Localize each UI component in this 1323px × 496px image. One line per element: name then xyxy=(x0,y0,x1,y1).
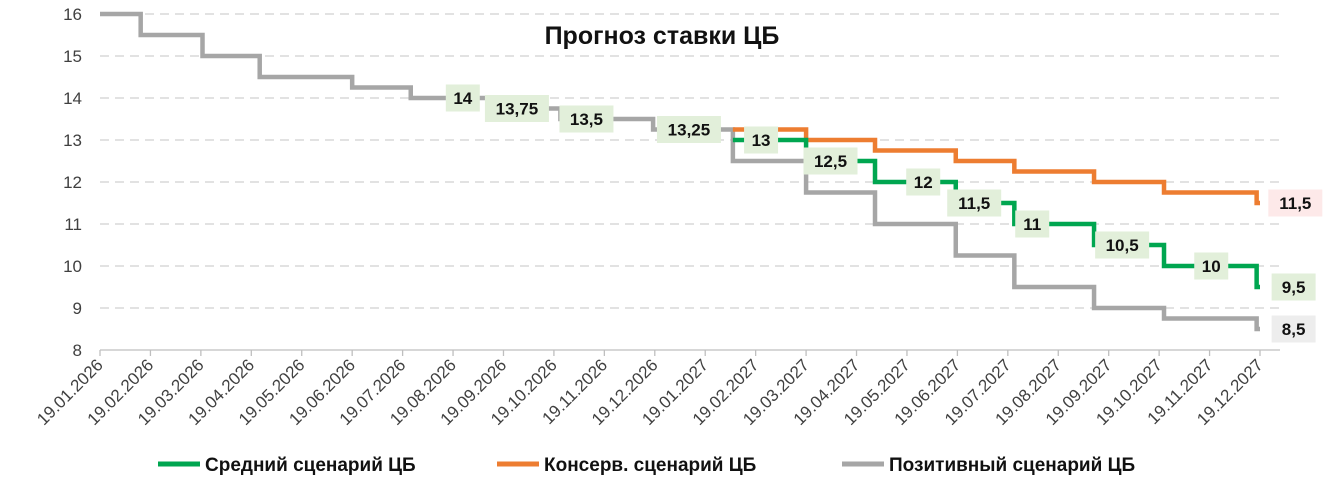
y-tick-label: 11 xyxy=(64,215,82,234)
legend: Средний сценарий ЦБ Консерв. сценарий ЦБ П… xyxy=(158,455,1135,476)
data-label-box xyxy=(1271,273,1316,301)
data-label-text: 14 xyxy=(453,89,472,108)
gridlines xyxy=(100,13,1280,309)
data-label: 12,5 xyxy=(803,147,858,175)
y-axis: 8 9 10 11 12 13 14 15 16 xyxy=(63,5,82,360)
legend-label: Позитивный сценарий ЦБ xyxy=(889,455,1135,476)
data-label: 11,5 xyxy=(947,189,1002,217)
y-tick-label: 13 xyxy=(63,131,82,150)
y-tick-label: 9 xyxy=(73,299,82,318)
y-tick-label: 15 xyxy=(63,47,82,66)
data-label-box xyxy=(906,168,941,196)
data-label: 13,25 xyxy=(656,116,721,143)
data-label: 8,5 xyxy=(1271,315,1316,343)
data-label-box xyxy=(445,84,480,112)
data-label-text: 11,5 xyxy=(958,194,990,213)
y-tick-label: 8 xyxy=(73,341,82,360)
data-label-text: 8,5 xyxy=(1282,320,1306,339)
data-label-text: 13,75 xyxy=(496,100,539,119)
y-tick-label: 16 xyxy=(63,5,82,24)
data-label-text: 11 xyxy=(1023,215,1041,234)
data-label-text: 10,5 xyxy=(1106,236,1139,255)
legend-item: Средний сценарий ЦБ xyxy=(158,455,416,476)
data-label-text: 9,5 xyxy=(1282,278,1306,297)
data-label-text: 13 xyxy=(752,131,771,150)
chart-title: Прогноз ставки ЦБ xyxy=(545,22,780,50)
data-label-box xyxy=(947,189,1002,217)
data-label: 12 xyxy=(906,168,941,196)
data-label: 13,75 xyxy=(484,95,549,122)
data-label-box xyxy=(1271,315,1316,343)
data-label-text: 13,25 xyxy=(668,121,711,140)
y-tick-label: 12 xyxy=(63,173,82,192)
data-label-text: 12 xyxy=(914,173,933,192)
data-label-text: 12,5 xyxy=(814,152,847,171)
y-tick-label: 10 xyxy=(63,257,82,276)
data-label: 11,5 xyxy=(1268,189,1323,217)
data-labels: 14 13,75 13,5 13,25 13 12,5 12 11,5 11 10,5 10 9,5 1… xyxy=(445,84,1323,343)
data-label: 9,5 xyxy=(1271,273,1316,301)
series-lines xyxy=(100,11,1260,332)
data-label-box xyxy=(559,105,614,133)
series-line xyxy=(732,127,1260,206)
data-label-box xyxy=(1095,231,1150,259)
data-label: 10,5 xyxy=(1095,231,1150,259)
y-tick-label: 14 xyxy=(63,89,82,108)
data-label: 10 xyxy=(1194,252,1229,280)
data-label-box xyxy=(1015,210,1050,238)
data-label: 13 xyxy=(744,126,779,154)
x-axis: 19.01.202619.02.202619.03.202619.04.2026… xyxy=(33,349,1280,429)
data-label-text: 11,5 xyxy=(1279,194,1311,213)
legend-item: Консерв. сценарий ЦБ xyxy=(497,455,756,476)
data-label-box xyxy=(656,116,721,143)
data-label-text: 13,5 xyxy=(570,110,603,129)
data-label: 14 xyxy=(445,84,480,112)
data-label-box xyxy=(803,147,858,175)
legend-item: Позитивный сценарий ЦБ xyxy=(842,455,1135,476)
data-label: 13,5 xyxy=(559,105,614,133)
data-label-text: 10 xyxy=(1202,257,1221,276)
data-label-box xyxy=(1194,252,1229,280)
data-label-box xyxy=(484,95,549,122)
legend-label: Консерв. сценарий ЦБ xyxy=(544,455,756,476)
data-label: 11 xyxy=(1015,210,1050,238)
legend-label: Средний сценарий ЦБ xyxy=(205,455,416,476)
data-label-box xyxy=(744,126,779,154)
data-label-box xyxy=(1268,189,1323,217)
